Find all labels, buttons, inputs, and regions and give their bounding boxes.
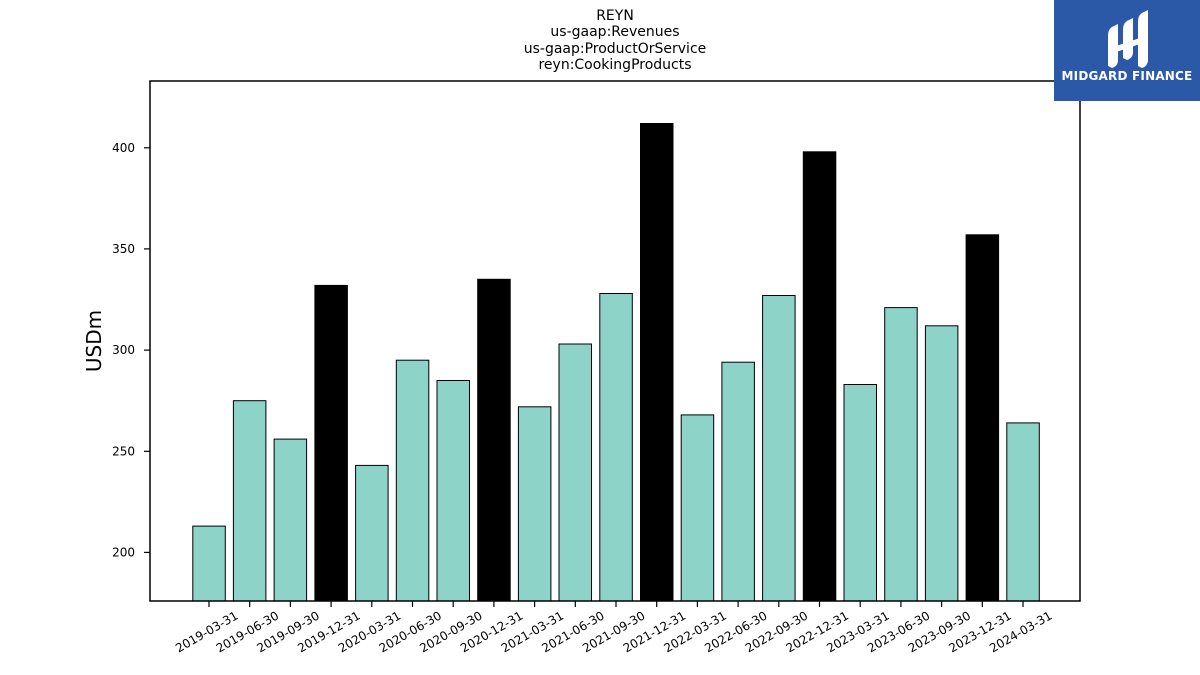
bar-2020-12-31	[477, 278, 511, 602]
y-tick-label-250: 250	[112, 444, 135, 458]
bar-2019-03-31	[192, 525, 226, 602]
chart-title-line-1: REYN	[596, 8, 634, 24]
chart-title-line-2: us-gaap:Revenues	[550, 24, 679, 40]
y-tick-label-200: 200	[112, 545, 135, 559]
y-tick-label-350: 350	[112, 242, 135, 256]
logo-text: MIDGARD FINANCE	[1061, 69, 1193, 83]
bar-2023-06-30	[884, 307, 918, 602]
bar-2022-12-31	[802, 151, 837, 602]
bar-2019-09-30	[273, 438, 308, 602]
bar-2021-06-30	[558, 343, 592, 602]
bar-2021-09-30	[599, 293, 633, 602]
bar-2021-03-31	[517, 406, 552, 602]
y-axis: 200 250 300 350 400	[112, 141, 150, 559]
bar-2022-03-31	[680, 414, 715, 602]
logo-mark-icon	[1054, 0, 1200, 101]
bar-2022-06-30	[721, 361, 755, 602]
plot-frame	[149, 80, 1081, 602]
y-tick-label-300: 300	[112, 343, 135, 357]
bar-2022-09-30	[762, 295, 796, 602]
bar-2020-09-30	[436, 380, 470, 602]
bar-2024-03-31	[1006, 422, 1040, 602]
x-axis: 2019-03-312019-06-302019-09-302019-12-31…	[173, 601, 1055, 655]
bar-2019-06-30	[232, 400, 267, 602]
bar-series	[192, 123, 1040, 602]
bar-2020-03-31	[355, 464, 389, 602]
bar-2023-12-31	[965, 234, 1000, 602]
bar-2023-03-31	[843, 384, 877, 602]
y-tick-label-400: 400	[112, 141, 135, 155]
midgard-finance-logo: MIDGARD FINANCE	[1054, 0, 1200, 101]
y-axis-label: USDm	[82, 310, 106, 372]
chart-title-line-3: us-gaap:ProductOrService	[524, 41, 707, 57]
bar-2021-12-31	[640, 123, 674, 602]
bar-2020-06-30	[395, 359, 430, 602]
chart-title-line-4: reyn:CookingProducts	[538, 57, 691, 73]
chart-title: REYN us-gaap:Revenues us-gaap:ProductOrS…	[524, 8, 707, 73]
bar-2023-09-30	[924, 325, 959, 602]
bar-2019-12-31	[314, 284, 348, 602]
